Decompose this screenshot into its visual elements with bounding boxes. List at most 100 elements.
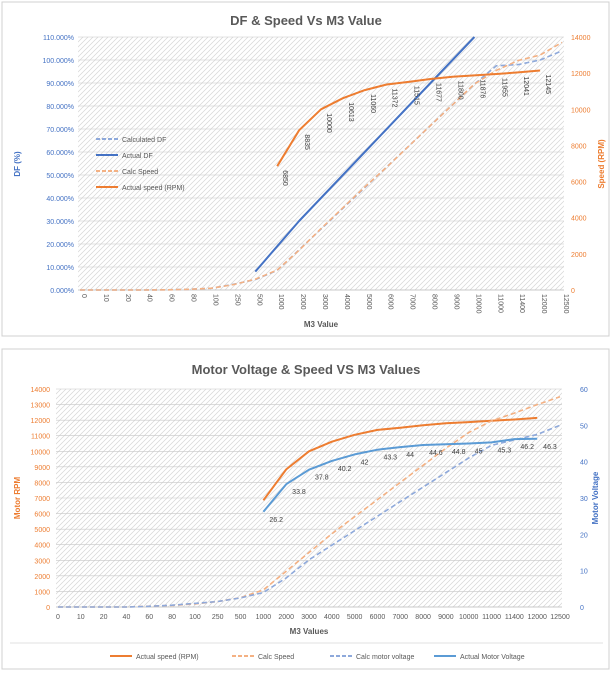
x-tick-label: 5000 bbox=[365, 294, 372, 310]
series-line-calc-motor-voltage bbox=[58, 424, 561, 608]
y-tick-label: 8000 bbox=[34, 480, 50, 487]
x-tick-label: 10 bbox=[77, 614, 85, 621]
x-tick-label: 12000 bbox=[527, 614, 547, 621]
data-label: 12041 bbox=[522, 76, 529, 96]
x-tick-label: 8000 bbox=[431, 294, 438, 310]
legend-label: Actual DF bbox=[122, 153, 153, 160]
chart-2-data-labels: 26.2 33.8 37.8 40.2 42 43.3 44 44.6 44.8 45 45.3 46… bbox=[269, 444, 557, 524]
y2-tick-label: 10 bbox=[580, 569, 588, 576]
y2-tick-label: 4000 bbox=[571, 216, 587, 223]
data-label: 46.2 bbox=[520, 444, 534, 451]
y-tick-label: 1000 bbox=[34, 589, 50, 596]
y-tick-label: 7000 bbox=[34, 496, 50, 503]
x-tick-label: 12000 bbox=[540, 294, 547, 314]
x-tick-label: 11000 bbox=[496, 294, 503, 313]
data-label: 6850 bbox=[281, 170, 288, 186]
x-tick-label: 20 bbox=[124, 294, 131, 302]
y-tick-label: 2000 bbox=[34, 574, 50, 581]
x-tick-label: 9000 bbox=[452, 294, 459, 310]
legend-label: Actual speed (RPM) bbox=[122, 185, 185, 192]
chart-1-data-labels: 6850 8835 10000 10613 11060 11372 11515 11677 11… bbox=[281, 75, 551, 186]
chart-2-x-axis: 0 10 20 40 60 80 100 250 500 1000 2000 3000 4000 5000… bbox=[56, 614, 570, 621]
y-tick-label: 6000 bbox=[34, 512, 50, 519]
x-tick-label: 60 bbox=[168, 294, 175, 302]
y-tick-label: 80.000% bbox=[46, 104, 74, 111]
y2-tick-label: 14000 bbox=[571, 35, 591, 42]
legend-label: Calc Speed bbox=[122, 169, 158, 176]
data-label: 44.6 bbox=[429, 450, 443, 457]
x-tick-label: 4000 bbox=[343, 294, 350, 310]
x-tick-label: 20 bbox=[100, 614, 108, 621]
chart-1-x-axis: 0 10 20 40 60 80 100 250 500 1000 2000 3000 4000 5000… bbox=[80, 294, 569, 314]
legend-label: Actual Motor Voltage bbox=[460, 654, 525, 661]
y2-tick-label: 6000 bbox=[571, 180, 587, 187]
data-label: 11060 bbox=[369, 94, 376, 113]
chart-2-xlabel: M3 Values bbox=[290, 627, 329, 636]
chart-1-y2label: Speed (RPM) bbox=[597, 139, 606, 189]
x-tick-label: 5000 bbox=[347, 614, 363, 621]
chart-1-left-axis: 0.000% 10.000% 20.000% 30.000% 40.000% 50.000… bbox=[42, 35, 74, 295]
y2-tick-label: 10000 bbox=[571, 107, 591, 114]
data-label: 44.8 bbox=[452, 449, 466, 456]
x-tick-label: 10000 bbox=[459, 614, 479, 621]
y2-tick-label: 0 bbox=[580, 605, 584, 612]
chart-1-right-axis: 0 2000 4000 6000 8000 10000 12000 14000 bbox=[571, 35, 591, 295]
y-tick-label: 11000 bbox=[31, 434, 50, 441]
y-tick-label: 14000 bbox=[31, 387, 51, 394]
y-tick-label: 10.000% bbox=[46, 265, 74, 272]
chart-2-series bbox=[58, 396, 561, 608]
series-line-actual-df bbox=[254, 36, 476, 273]
y2-tick-label: 8000 bbox=[571, 143, 587, 150]
data-label: 12145 bbox=[544, 75, 551, 95]
series-line-actual-motor-voltage bbox=[262, 437, 538, 513]
legend-label: Calc motor voltage bbox=[356, 654, 414, 661]
y-tick-label: 20.000% bbox=[46, 242, 74, 249]
x-tick-label: 12500 bbox=[562, 294, 569, 314]
x-tick-label: 100 bbox=[189, 614, 201, 621]
y-tick-label: 0 bbox=[46, 605, 50, 612]
x-tick-label: 9000 bbox=[438, 614, 454, 621]
y-tick-label: 9000 bbox=[34, 465, 50, 472]
y-tick-label: 110.000% bbox=[43, 35, 74, 42]
x-tick-label: 11400 bbox=[505, 614, 524, 621]
x-tick-label: 250 bbox=[233, 294, 240, 306]
y2-tick-label: 0 bbox=[571, 288, 575, 295]
x-tick-label: 60 bbox=[145, 614, 153, 621]
x-tick-label: 1000 bbox=[277, 294, 284, 310]
x-tick-label: 40 bbox=[146, 294, 153, 302]
data-label: 42 bbox=[361, 459, 369, 466]
data-label: 37.8 bbox=[315, 475, 329, 482]
x-tick-label: 3000 bbox=[321, 294, 328, 310]
data-label: 26.2 bbox=[269, 517, 283, 524]
legend-label: Calc Speed bbox=[258, 654, 294, 661]
y-tick-label: 3000 bbox=[34, 558, 50, 565]
data-label: 11372 bbox=[391, 88, 398, 107]
x-tick-label: 500 bbox=[235, 614, 247, 621]
y2-tick-label: 20 bbox=[580, 532, 588, 539]
x-tick-label: 11400 bbox=[518, 294, 525, 313]
data-label: 40.2 bbox=[338, 466, 352, 473]
x-tick-label: 7000 bbox=[392, 614, 408, 621]
data-label: 45.3 bbox=[498, 447, 512, 454]
data-label: 11800 bbox=[456, 81, 463, 100]
chart-2-ylabel: Motor RPM bbox=[13, 477, 22, 520]
data-label: 11955 bbox=[500, 78, 507, 97]
x-tick-label: 12500 bbox=[550, 614, 570, 621]
x-tick-label: 2000 bbox=[278, 614, 294, 621]
data-label: 46.3 bbox=[543, 444, 557, 451]
chart-2-legend: Actual speed (RPM) Calc Speed Calc motor v… bbox=[110, 654, 525, 661]
x-tick-label: 2000 bbox=[299, 294, 306, 310]
chart-2-y2label: Motor Voltage bbox=[591, 471, 600, 524]
chart-1-series bbox=[80, 36, 563, 291]
series-line-calc-speed bbox=[80, 41, 563, 291]
y-tick-label: 10000 bbox=[31, 449, 51, 456]
x-tick-label: 6000 bbox=[387, 294, 394, 310]
chart-1-gridlines bbox=[78, 36, 564, 291]
y-tick-label: 100.000% bbox=[42, 58, 74, 65]
y2-tick-label: 30 bbox=[580, 496, 588, 503]
x-tick-label: 500 bbox=[255, 294, 262, 306]
data-label: 11677 bbox=[435, 83, 442, 102]
y-tick-label: 13000 bbox=[31, 403, 51, 410]
data-label: 43.3 bbox=[383, 455, 397, 462]
